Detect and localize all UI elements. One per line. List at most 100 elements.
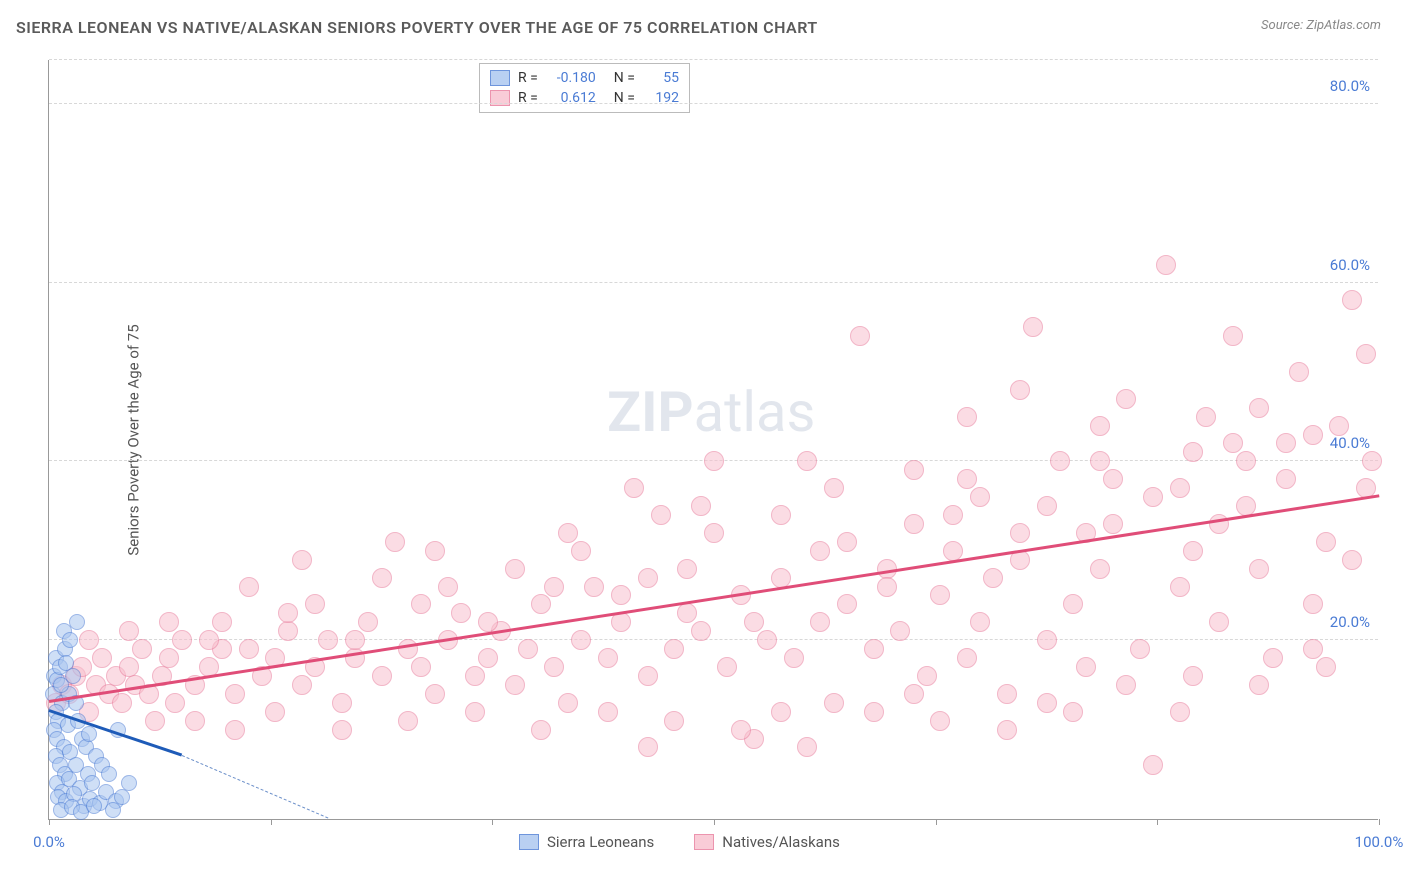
natives-point bbox=[518, 639, 538, 659]
natives-point bbox=[837, 594, 857, 614]
natives-point bbox=[1183, 666, 1203, 686]
natives-point bbox=[1362, 451, 1382, 471]
natives-point bbox=[358, 612, 378, 632]
legend-row: R =-0.180N =55 bbox=[490, 68, 679, 88]
natives-point bbox=[92, 648, 112, 668]
natives-point bbox=[584, 577, 604, 597]
natives-point bbox=[558, 523, 578, 543]
natives-point bbox=[1010, 523, 1030, 543]
gridline bbox=[49, 59, 1378, 60]
natives-point bbox=[771, 505, 791, 525]
natives-point bbox=[638, 737, 658, 757]
natives-point bbox=[677, 559, 697, 579]
natives-point bbox=[159, 648, 179, 668]
natives-point bbox=[172, 630, 192, 650]
natives-point bbox=[850, 326, 870, 346]
natives-point bbox=[372, 568, 392, 588]
natives-point bbox=[465, 702, 485, 722]
legend-row: R =0.612N =192 bbox=[490, 88, 679, 108]
natives-point bbox=[837, 532, 857, 552]
natives-point bbox=[1223, 326, 1243, 346]
natives-point bbox=[265, 702, 285, 722]
natives-point bbox=[1289, 362, 1309, 382]
natives-point bbox=[1010, 380, 1030, 400]
natives-point bbox=[997, 684, 1017, 704]
legend-swatch bbox=[519, 834, 539, 850]
natives-point bbox=[904, 460, 924, 480]
natives-point bbox=[372, 666, 392, 686]
natives-point bbox=[425, 684, 445, 704]
natives-point bbox=[185, 711, 205, 731]
natives-point bbox=[1249, 559, 1269, 579]
natives-point bbox=[1023, 317, 1043, 337]
natives-point bbox=[544, 577, 564, 597]
natives-point bbox=[917, 666, 937, 686]
natives-point bbox=[1276, 469, 1296, 489]
natives-point bbox=[1183, 541, 1203, 561]
natives-point bbox=[345, 630, 365, 650]
natives-point bbox=[239, 639, 259, 659]
sierra-point bbox=[86, 798, 102, 814]
natives-point bbox=[890, 621, 910, 641]
legend-label: Sierra Leoneans bbox=[547, 833, 654, 851]
natives-point bbox=[983, 568, 1003, 588]
trend-line bbox=[182, 755, 329, 819]
chart-title: SIERRA LEONEAN VS NATIVE/ALASKAN SENIORS… bbox=[16, 18, 818, 37]
sierra-point bbox=[105, 802, 121, 818]
natives-point bbox=[704, 451, 724, 471]
legend-r-label: R = bbox=[518, 70, 538, 86]
natives-point bbox=[1303, 639, 1323, 659]
sierra-point bbox=[69, 614, 85, 630]
natives-point bbox=[411, 657, 431, 677]
natives-point bbox=[638, 568, 658, 588]
natives-point bbox=[292, 675, 312, 695]
x-tick-label: 0.0% bbox=[33, 833, 65, 851]
natives-point bbox=[1063, 702, 1083, 722]
natives-point bbox=[771, 702, 791, 722]
legend-n-label: N = bbox=[614, 70, 635, 86]
natives-point bbox=[212, 612, 232, 632]
natives-point bbox=[1037, 630, 1057, 650]
natives-point bbox=[943, 505, 963, 525]
watermark: ZIPatlas bbox=[607, 379, 815, 445]
natives-point bbox=[332, 720, 352, 740]
natives-point bbox=[957, 407, 977, 427]
natives-point bbox=[664, 639, 684, 659]
natives-point bbox=[1090, 416, 1110, 436]
x-tick bbox=[714, 819, 715, 825]
natives-point bbox=[1196, 407, 1216, 427]
natives-point bbox=[531, 720, 551, 740]
natives-point bbox=[278, 621, 298, 641]
natives-point bbox=[451, 603, 471, 623]
natives-point bbox=[997, 720, 1017, 740]
natives-point bbox=[1156, 255, 1176, 275]
x-tick bbox=[271, 819, 272, 825]
legend-r-value: -0.180 bbox=[546, 70, 596, 86]
natives-point bbox=[112, 693, 132, 713]
natives-point bbox=[571, 541, 591, 561]
natives-point bbox=[318, 630, 338, 650]
natives-point bbox=[864, 702, 884, 722]
natives-point bbox=[1090, 451, 1110, 471]
natives-point bbox=[717, 657, 737, 677]
natives-point bbox=[292, 550, 312, 570]
natives-point bbox=[797, 737, 817, 757]
natives-point bbox=[1276, 433, 1296, 453]
natives-point bbox=[784, 648, 804, 668]
sierra-point bbox=[101, 766, 117, 782]
natives-point bbox=[225, 720, 245, 740]
natives-point bbox=[810, 541, 830, 561]
natives-point bbox=[398, 639, 418, 659]
natives-point bbox=[970, 487, 990, 507]
natives-point bbox=[810, 612, 830, 632]
natives-point bbox=[930, 585, 950, 605]
natives-point bbox=[1329, 416, 1349, 436]
gridline bbox=[49, 282, 1378, 283]
natives-point bbox=[824, 478, 844, 498]
natives-point bbox=[824, 693, 844, 713]
x-tick bbox=[1157, 819, 1158, 825]
legend-series: Sierra LeoneansNatives/Alaskans bbox=[519, 833, 840, 851]
natives-point bbox=[225, 684, 245, 704]
natives-point bbox=[1223, 433, 1243, 453]
natives-point bbox=[544, 657, 564, 677]
